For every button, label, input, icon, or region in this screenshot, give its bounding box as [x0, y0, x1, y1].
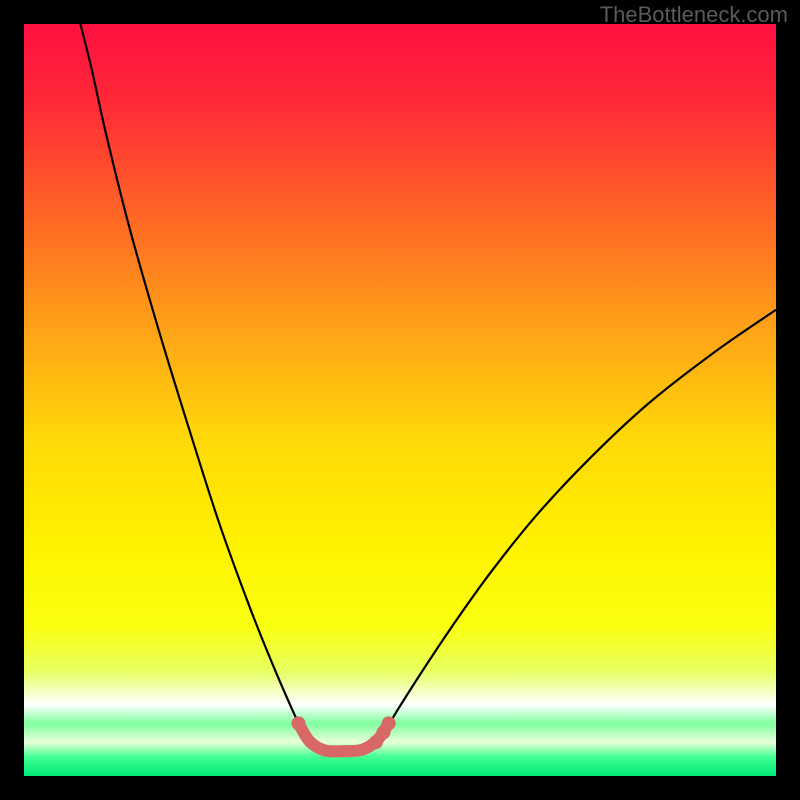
bottleneck-curve-chart	[24, 24, 776, 776]
optimal-range-marker	[382, 716, 396, 730]
optimal-range-marker	[291, 716, 305, 730]
watermark-label: TheBottleneck.com	[600, 2, 788, 28]
plot-area	[24, 24, 776, 776]
gradient-background	[24, 24, 776, 776]
chart-container: TheBottleneck.com	[0, 0, 800, 800]
